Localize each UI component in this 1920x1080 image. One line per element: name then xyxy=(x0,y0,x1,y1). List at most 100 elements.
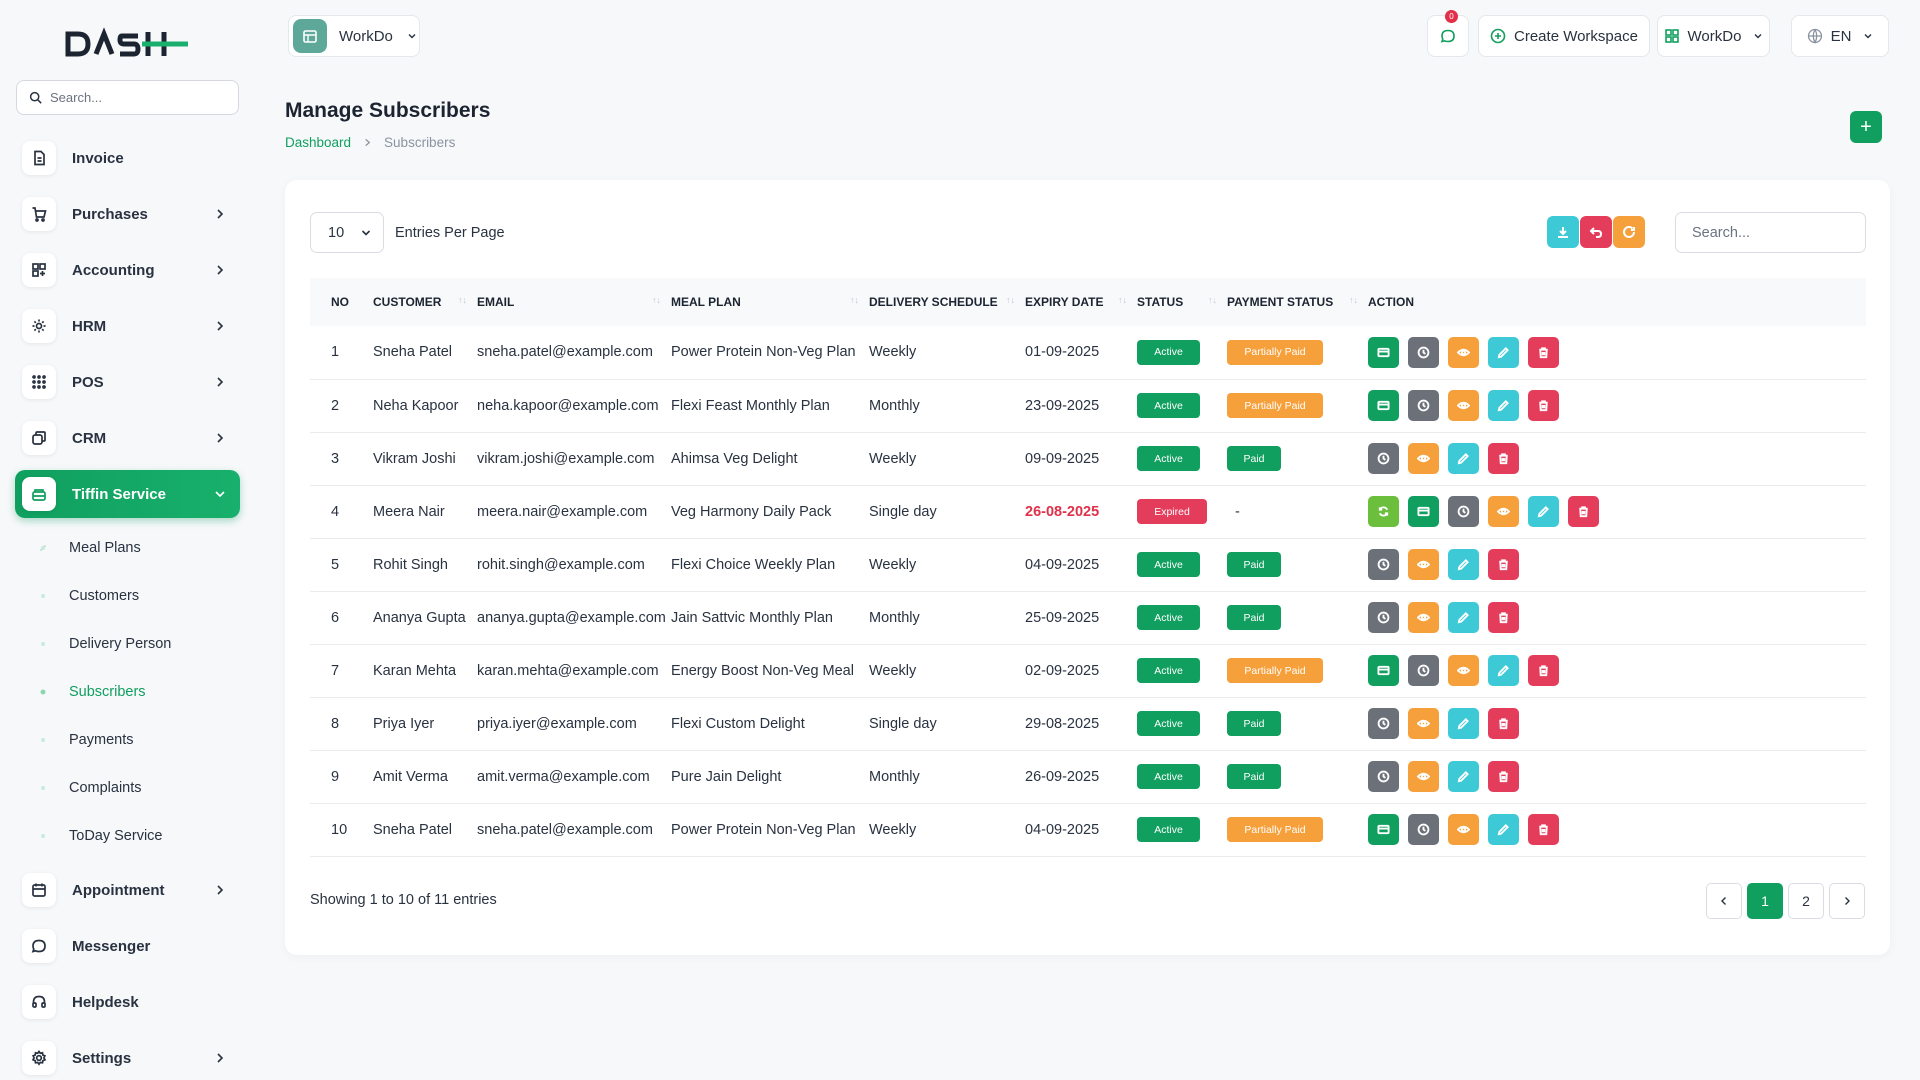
payment-button[interactable] xyxy=(1368,814,1399,845)
delete-button[interactable] xyxy=(1488,708,1519,739)
history-button[interactable] xyxy=(1408,390,1439,421)
delete-button[interactable] xyxy=(1528,655,1559,686)
column-header-status[interactable]: STATUS ↑↓ xyxy=(1137,295,1217,309)
submenu-item-today-service[interactable]: ToDay Service xyxy=(15,812,240,860)
edit-button[interactable] xyxy=(1488,390,1519,421)
delete-button[interactable] xyxy=(1528,390,1559,421)
history-button[interactable] xyxy=(1368,549,1399,580)
submenu-item-subscribers[interactable]: Subscribers xyxy=(15,668,240,716)
notifications-button[interactable]: 0 xyxy=(1427,10,1469,57)
delete-button[interactable] xyxy=(1568,496,1599,527)
workspace-dropdown[interactable]: WorkDo xyxy=(1657,15,1770,57)
column-header-expiry-date[interactable]: EXPIRY DATE ↑↓ xyxy=(1025,295,1127,309)
column-header-email[interactable]: EMAIL ↑↓ xyxy=(477,295,661,309)
pagination-page-2[interactable]: 2 xyxy=(1788,883,1824,919)
dash-logo[interactable] xyxy=(64,26,190,62)
edit-button[interactable] xyxy=(1448,549,1479,580)
edit-button[interactable] xyxy=(1448,443,1479,474)
view-button[interactable] xyxy=(1408,708,1439,739)
export-button[interactable] xyxy=(1547,216,1579,248)
eye-icon xyxy=(1457,346,1470,359)
sidebar-item-messenger[interactable]: Messenger xyxy=(15,922,240,970)
breadcrumb-dashboard[interactable]: Dashboard xyxy=(285,135,352,150)
payment-button[interactable] xyxy=(1408,496,1439,527)
sidebar-item-settings[interactable]: Settings xyxy=(15,1034,240,1080)
history-button[interactable] xyxy=(1368,708,1399,739)
sidebar-item-tiffin-service[interactable]: Tiffin Service xyxy=(15,470,240,518)
payment-status-badge: Paid xyxy=(1227,552,1281,577)
pagination-page-1[interactable]: 1 xyxy=(1747,883,1783,919)
cell-no: 9 xyxy=(331,768,340,785)
view-button[interactable] xyxy=(1448,336,1479,368)
edit-button[interactable] xyxy=(1528,496,1559,527)
history-button[interactable] xyxy=(1368,443,1399,474)
edit-button[interactable] xyxy=(1448,708,1479,739)
edit-button[interactable] xyxy=(1448,602,1479,633)
view-button[interactable] xyxy=(1408,443,1439,474)
submenu-item-customers[interactable]: Customers xyxy=(15,572,240,620)
history-button[interactable] xyxy=(1448,496,1479,527)
delete-button[interactable] xyxy=(1488,549,1519,580)
column-header-customer[interactable]: CUSTOMER ↑↓ xyxy=(373,295,467,309)
delete-button[interactable] xyxy=(1528,814,1559,845)
sidebar-item-hrm[interactable]: HRM xyxy=(15,302,240,350)
submenu-item-delivery-person[interactable]: Delivery Person xyxy=(15,620,240,668)
history-button[interactable] xyxy=(1408,814,1439,845)
payment-button[interactable] xyxy=(1368,390,1399,421)
cell-customer: Neha Kapoor xyxy=(373,397,459,414)
payment-button[interactable] xyxy=(1368,655,1399,686)
view-button[interactable] xyxy=(1448,814,1479,845)
payment-status-badge: Partially Paid xyxy=(1227,817,1323,842)
reload-button[interactable] xyxy=(1613,216,1645,248)
sidebar-item-helpdesk[interactable]: Helpdesk xyxy=(15,978,240,1026)
sidebar-item-appointment[interactable]: Appointment xyxy=(15,866,240,914)
add-subscriber-button[interactable]: + xyxy=(1850,111,1882,143)
reset-button[interactable] xyxy=(1580,216,1612,248)
payment-button[interactable] xyxy=(1368,336,1399,368)
view-button[interactable] xyxy=(1408,602,1439,633)
submenu-item-meal-plans[interactable]: Meal Plans xyxy=(15,524,240,572)
sidebar-search-placeholder: Search... xyxy=(50,90,103,105)
pagination-prev[interactable] xyxy=(1706,883,1742,919)
sidebar-search[interactable]: Search... xyxy=(16,80,239,115)
renew-button[interactable] xyxy=(1368,496,1399,527)
cell-payment-status: Paid xyxy=(1227,750,1368,803)
edit-button[interactable] xyxy=(1488,814,1519,845)
history-icon xyxy=(1417,823,1430,836)
view-button[interactable] xyxy=(1488,496,1519,527)
delete-button[interactable] xyxy=(1488,761,1519,792)
edit-button[interactable] xyxy=(1448,761,1479,792)
workspace-switcher[interactable]: WorkDo xyxy=(288,15,420,57)
language-dropdown[interactable]: EN xyxy=(1791,15,1889,57)
sidebar-item-accounting[interactable]: Accounting xyxy=(15,246,240,294)
table-search-input[interactable] xyxy=(1675,212,1866,253)
history-button[interactable] xyxy=(1408,655,1439,686)
cell-email: neha.kapoor@example.com xyxy=(477,397,659,414)
column-header-payment-status[interactable]: PAYMENT STATUS ↑↓ xyxy=(1227,295,1358,309)
edit-button[interactable] xyxy=(1488,655,1519,686)
submenu-item-payments[interactable]: Payments xyxy=(15,716,240,764)
edit-button[interactable] xyxy=(1488,336,1519,368)
entries-per-page-select[interactable]: 10 xyxy=(310,212,384,253)
view-button[interactable] xyxy=(1448,655,1479,686)
history-button[interactable] xyxy=(1368,602,1399,633)
column-header-meal-plan[interactable]: MEAL PLAN ↑↓ xyxy=(671,295,859,309)
delete-button[interactable] xyxy=(1488,443,1519,474)
pagination-next[interactable] xyxy=(1829,883,1865,919)
column-header-delivery-schedule[interactable]: DELIVERY SCHEDULE ↑↓ xyxy=(869,295,1015,309)
create-workspace-button[interactable]: Create Workspace xyxy=(1478,15,1650,57)
delete-button[interactable] xyxy=(1488,602,1519,633)
sidebar-item-purchases[interactable]: Purchases xyxy=(15,190,240,238)
submenu-item-complaints[interactable]: Complaints xyxy=(15,764,240,812)
delete-button[interactable] xyxy=(1528,336,1559,368)
create-workspace-label: Create Workspace xyxy=(1514,27,1638,45)
view-button[interactable] xyxy=(1408,549,1439,580)
view-button[interactable] xyxy=(1448,390,1479,421)
column-header-no[interactable]: NO xyxy=(331,295,349,309)
sidebar-item-pos[interactable]: POS xyxy=(15,358,240,406)
history-button[interactable] xyxy=(1368,761,1399,792)
view-button[interactable] xyxy=(1408,761,1439,792)
sidebar-item-invoice[interactable]: Invoice xyxy=(15,134,240,182)
history-button[interactable] xyxy=(1408,336,1439,368)
sidebar-item-crm[interactable]: CRM xyxy=(15,414,240,462)
